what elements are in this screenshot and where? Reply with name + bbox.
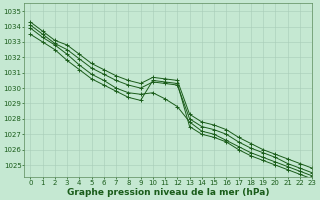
X-axis label: Graphe pression niveau de la mer (hPa): Graphe pression niveau de la mer (hPa) (67, 188, 269, 197)
